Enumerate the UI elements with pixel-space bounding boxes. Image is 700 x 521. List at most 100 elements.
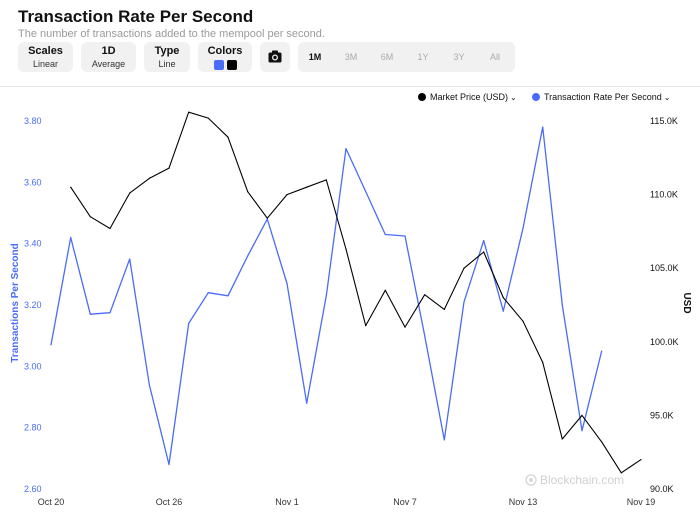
point-tx-rate	[129, 258, 131, 260]
point-market-price	[266, 217, 268, 219]
point-market-price	[561, 438, 563, 440]
point-market-price	[247, 191, 249, 193]
point-tx-rate	[443, 439, 445, 441]
range-1y[interactable]: 1Y	[417, 52, 429, 62]
range-6m[interactable]: 6M	[380, 52, 394, 62]
point-market-price	[443, 308, 445, 311]
y-right-tick-label: 105.0K	[650, 263, 679, 273]
scales-label: Scales	[28, 44, 63, 57]
point-market-price	[345, 248, 347, 250]
point-tx-rate	[561, 304, 563, 306]
point-tx-rate	[286, 282, 288, 285]
point-market-price	[207, 117, 209, 119]
type-label: Type	[154, 44, 180, 57]
point-tx-rate	[404, 235, 406, 237]
y-right-tick-label: 110.0K	[650, 190, 678, 200]
point-market-price	[89, 216, 91, 218]
color-swatch-price[interactable]	[226, 59, 237, 70]
y-left-tick-label: 3.60	[24, 177, 42, 187]
point-market-price	[168, 167, 170, 169]
y-left-tick-label: 3.80	[24, 116, 42, 126]
point-tx-rate	[581, 430, 583, 432]
y-right-tick-label: 115.0K	[650, 116, 678, 126]
watermark-text: Blockchain.com	[540, 473, 624, 487]
point-tx-rate	[325, 295, 327, 297]
point-tx-rate	[109, 312, 111, 314]
watermark: Blockchain.com	[525, 473, 624, 487]
point-tx-rate	[50, 344, 52, 346]
x-tick-label: Oct 20	[38, 497, 65, 507]
y-left-tick-label: 3.20	[24, 300, 42, 310]
legend-dot-price	[418, 93, 426, 101]
point-tx-rate	[424, 335, 426, 337]
y-left-tick-label: 2.80	[24, 423, 42, 433]
type-button[interactable]: Type Line	[144, 42, 190, 72]
chevron-down-icon: ⌄	[510, 92, 517, 102]
series-line-market-price	[70, 111, 642, 474]
point-tx-rate	[188, 322, 190, 324]
point-market-price	[463, 267, 465, 269]
point-tx-rate	[227, 295, 229, 297]
point-market-price	[404, 326, 406, 328]
range-selector: 1M 3M 6M 1Y 3Y All	[298, 42, 515, 72]
point-tx-rate	[463, 301, 465, 303]
point-market-price	[483, 251, 485, 253]
period-label: 1D	[101, 44, 116, 57]
point-market-price	[365, 325, 367, 327]
legend-dot-tx	[532, 93, 540, 101]
point-tx-rate	[89, 313, 91, 315]
point-tx-rate	[542, 126, 544, 128]
chart-title: Transaction Rate Per Second	[18, 7, 254, 26]
point-market-price	[148, 177, 150, 180]
y-right-tick-label: 95.0K	[650, 410, 674, 420]
point-market-price	[227, 136, 229, 138]
point-tx-rate	[168, 463, 170, 466]
range-3y[interactable]: 3Y	[453, 52, 465, 62]
range-1m[interactable]: 1M	[308, 52, 322, 62]
point-tx-rate	[345, 148, 347, 150]
point-market-price	[424, 294, 426, 296]
color-swatch-tx[interactable]	[213, 59, 224, 70]
point-tx-rate	[266, 218, 268, 220]
point-market-price	[522, 320, 524, 322]
legend-market-price[interactable]: Market Price (USD) ⌄	[418, 92, 517, 102]
y-right-tick-label: 90.0K	[650, 484, 674, 494]
legend-tx-rate[interactable]: Transaction Rate Per Second ⌄	[532, 92, 670, 102]
y-axis-right-label: USD	[681, 292, 692, 313]
point-market-price	[601, 441, 603, 443]
scales-button[interactable]: Scales Linear	[18, 42, 73, 72]
point-tx-rate	[148, 384, 150, 386]
y-right-tick-label: 100.0K	[650, 337, 679, 347]
period-value: Average	[91, 58, 126, 69]
scales-value: Linear	[32, 58, 59, 69]
point-tx-rate	[483, 240, 485, 242]
period-button[interactable]: 1D Average	[81, 42, 136, 72]
x-tick-label: Nov 19	[627, 497, 656, 507]
type-value: Line	[158, 58, 176, 69]
point-tx-rate	[601, 350, 603, 352]
point-market-price	[581, 414, 583, 416]
header-divider	[0, 86, 700, 87]
point-market-price	[70, 186, 72, 188]
camera-icon	[268, 50, 282, 63]
point-tx-rate	[384, 233, 386, 236]
colors-button[interactable]: Colors	[198, 42, 252, 72]
x-tick-label: Oct 26	[156, 497, 183, 507]
legend-market-price-label: Market Price (USD)	[430, 92, 509, 102]
point-tx-rate	[207, 292, 209, 294]
point-market-price	[502, 297, 504, 299]
point-market-price	[640, 458, 642, 461]
point-tx-rate	[70, 236, 72, 239]
point-market-price	[109, 227, 111, 230]
legend-tx-rate-label: Transaction Rate Per Second	[544, 92, 662, 102]
point-market-price	[620, 472, 622, 474]
camera-button[interactable]	[260, 42, 290, 72]
point-tx-rate	[306, 402, 308, 404]
point-market-price	[129, 192, 131, 194]
point-market-price	[188, 111, 190, 113]
y-left-tick-label: 3.40	[24, 239, 42, 249]
range-3m[interactable]: 3M	[344, 52, 358, 62]
range-all[interactable]: All	[489, 52, 500, 62]
x-tick-label: Nov 13	[509, 497, 538, 507]
